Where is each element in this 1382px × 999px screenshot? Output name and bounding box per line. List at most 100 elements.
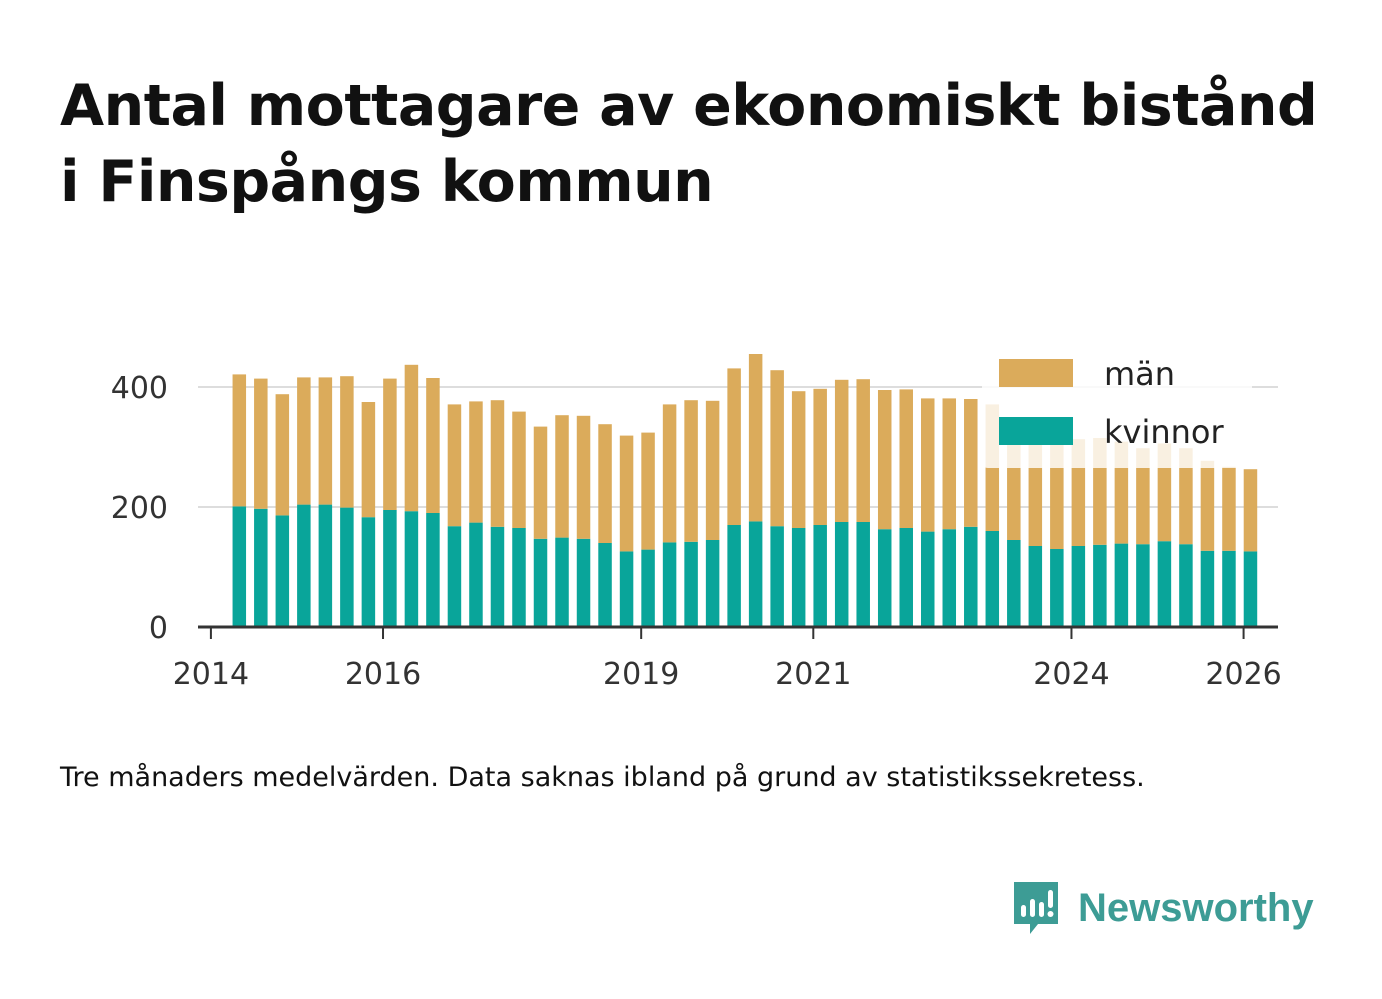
- bar-man: [662, 404, 677, 543]
- bar-man: [705, 400, 720, 540]
- bar-kvinnor: [942, 529, 957, 627]
- y-axis-ticks: 0 200 400: [111, 371, 168, 646]
- bar-man: [727, 368, 741, 525]
- bar-man: [254, 378, 268, 509]
- bar-kvinnor: [340, 507, 354, 627]
- bar-man: [641, 432, 655, 550]
- bar-kvinnor: [512, 528, 526, 627]
- bar-kvinnor: [555, 537, 569, 627]
- bar-man: [834, 379, 849, 522]
- x-tick-label: 2024: [1033, 657, 1109, 692]
- stacked-bar-chart: 0 200 400 2014 2016 2019 2021 2024 2026 män kvi…: [110, 340, 1282, 692]
- bar-kvinnor: [1222, 550, 1236, 627]
- bar-man: [619, 435, 634, 552]
- bar-kvinnor: [748, 521, 763, 627]
- bar-kvinnor: [1093, 544, 1107, 627]
- bar-kvinnor: [684, 541, 698, 627]
- bar-man: [490, 400, 505, 527]
- bar-man: [232, 374, 247, 507]
- bar-man: [469, 401, 483, 523]
- legend-swatch-kvinnor: [999, 417, 1073, 445]
- bar-kvinnor: [1028, 546, 1043, 627]
- bar-man: [770, 370, 784, 527]
- bar-man: [964, 399, 978, 527]
- bar-man: [318, 377, 333, 505]
- bar-kvinnor: [877, 529, 892, 627]
- bar-kvinnor: [254, 508, 268, 627]
- bar-kvinnor: [469, 522, 483, 627]
- bar-man: [275, 394, 290, 516]
- bar-man: [791, 391, 806, 528]
- bar-man: [813, 388, 827, 525]
- bar-man: [1243, 469, 1258, 552]
- y-tick-label: 400: [111, 371, 168, 406]
- bar-kvinnor: [1071, 546, 1086, 627]
- bar-man: [684, 400, 698, 542]
- bar-kvinnor: [598, 543, 612, 627]
- series-kvinnor: [232, 504, 1258, 627]
- bar-kvinnor: [1179, 544, 1193, 627]
- bar-kvinnor: [576, 538, 591, 627]
- legend-label-man: män: [1104, 355, 1175, 393]
- legend-swatch-man: [999, 359, 1073, 387]
- bar-man: [1222, 466, 1236, 551]
- x-tick-label: 2019: [603, 657, 679, 692]
- bar-man: [447, 404, 462, 527]
- bar-kvinnor: [1050, 549, 1064, 627]
- bar-man: [383, 378, 397, 510]
- bar-man: [297, 377, 311, 505]
- bar-kvinnor: [1007, 540, 1021, 627]
- bar-kvinnor: [770, 526, 784, 627]
- legend-label-kvinnor: kvinnor: [1104, 413, 1225, 451]
- bar-kvinnor: [275, 515, 290, 627]
- bar-kvinnor: [533, 538, 548, 627]
- newsworthy-logo-icon: [1014, 882, 1058, 934]
- bar-man: [748, 354, 763, 522]
- x-tick-label: 2016: [345, 657, 421, 692]
- bar-man: [533, 426, 548, 539]
- bar-man: [899, 389, 913, 528]
- bar-man: [1050, 442, 1064, 549]
- bar-kvinnor: [490, 526, 505, 627]
- y-tick-label: 200: [111, 491, 168, 526]
- bar-kvinnor: [985, 531, 1000, 627]
- bar-kvinnor: [404, 511, 419, 627]
- bar-man: [1136, 448, 1150, 545]
- y-tick-label: 0: [149, 611, 168, 646]
- bar-kvinnor: [1200, 550, 1215, 627]
- brand-name: Newsworthy: [1078, 885, 1314, 930]
- bar-kvinnor: [361, 517, 376, 627]
- bar-kvinnor: [232, 506, 247, 627]
- bar-kvinnor: [383, 510, 397, 627]
- bar-kvinnor: [318, 504, 333, 627]
- bar-man: [426, 378, 440, 513]
- bar-man: [340, 376, 354, 508]
- bar-man: [856, 379, 870, 522]
- bar-man: [555, 415, 569, 538]
- bar-man: [512, 411, 526, 528]
- bar-kvinnor: [619, 551, 634, 627]
- bar-kvinnor: [727, 525, 741, 627]
- bar-kvinnor: [921, 531, 935, 627]
- bar-kvinnor: [899, 528, 913, 627]
- x-tick-label: 2026: [1205, 657, 1281, 692]
- bar-man: [1179, 448, 1193, 545]
- bar-man: [1200, 460, 1215, 551]
- x-axis-ticks: 2014 2016 2019 2021 2024 2026: [173, 627, 1282, 692]
- bar-man: [877, 390, 892, 530]
- bar-kvinnor: [791, 528, 806, 627]
- bar-kvinnor: [856, 522, 870, 627]
- bar-man: [921, 398, 935, 532]
- legend: män kvinnor: [982, 340, 1252, 468]
- bar-man: [404, 364, 419, 512]
- bar-kvinnor: [641, 549, 655, 627]
- chart-title: Antal mottagare av ekonomiskt bistånd i …: [60, 73, 1318, 215]
- bar-kvinnor: [426, 513, 440, 627]
- bar-kvinnor: [1114, 543, 1129, 627]
- newsworthy-brand[interactable]: Newsworthy: [1010, 878, 1314, 938]
- bar-kvinnor: [834, 522, 849, 627]
- bar-kvinnor: [1243, 551, 1258, 627]
- bar-kvinnor: [662, 542, 677, 627]
- bar-man: [361, 402, 376, 518]
- bar-kvinnor: [705, 540, 720, 627]
